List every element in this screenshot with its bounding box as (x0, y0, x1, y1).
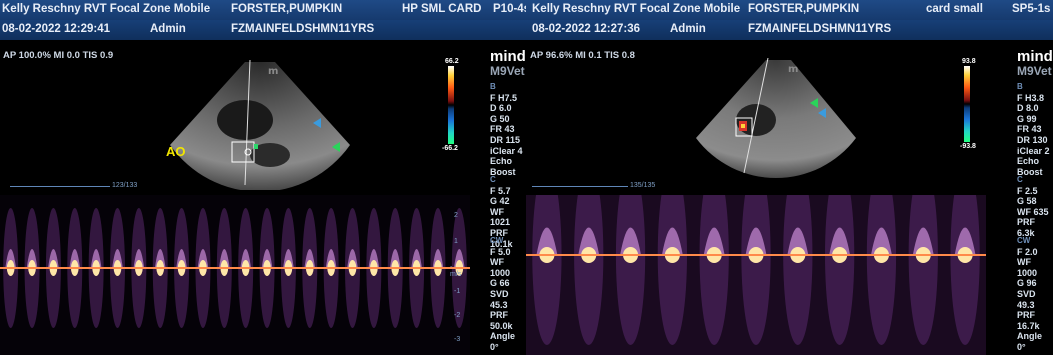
color-scale-bar (964, 66, 970, 142)
gate-counter: 123/133 (112, 182, 138, 189)
b-mode-settings: B F H3.8 D 8.0 G 99 FR 43 DR 130 iClear 2 E… (1017, 82, 1050, 177)
brand-logo: mindray (490, 48, 526, 65)
preset-label: HP SML CARD (402, 3, 482, 15)
gate-counter: 135/135 (630, 182, 656, 189)
color-settings: C F 5.7 G 42 WF 1021 PRF 10.1k (490, 175, 513, 249)
focus-marker-icon (810, 98, 818, 108)
study-id: FZMAINFELDSHMN11YRS (748, 23, 892, 35)
cw-settings: CW F 5.0 WF 1000 G 66 SVD 45.3 PRF 50.0k An… (490, 236, 516, 352)
color-scale-max: 66.2 (445, 58, 459, 65)
right-header-line1: Kelly Reschny RVT Focal Zone Mobile FORS… (526, 0, 1053, 20)
study-id: FZMAINFELDSHMN11YRS (231, 23, 375, 35)
acoustic-output: AP 100.0% MI 0.0 TIS 0.9 (3, 50, 114, 61)
timeline-bar (10, 186, 110, 187)
brand-logo: mindray (1017, 48, 1053, 65)
b-mode-sector-image: m (696, 58, 856, 178)
user-label: Admin (150, 23, 186, 35)
color-scale-max: 93.8 (962, 58, 976, 65)
svg-text:m: m (788, 64, 798, 75)
left-ultrasound-panel: Kelly Reschny RVT Focal Zone Mobile FORS… (0, 0, 526, 355)
b-mode-settings: B F H7.5 D 6.0 G 50 FR 43 DR 115 iClear 4 E… (490, 82, 523, 177)
operator-label: Kelly Reschny RVT Focal Zone Mobile (532, 3, 741, 15)
right-ultrasound-panel: Kelly Reschny RVT Focal Zone Mobile FORS… (526, 0, 1053, 355)
color-scale-min: -93.8 (960, 143, 976, 150)
exam-datetime: 08-02-2022 12:29:41 (2, 23, 111, 35)
svg-text:m: m (268, 66, 278, 77)
patient-name: FORSTER,PUMPKIN (231, 3, 343, 15)
left-header-line1: Kelly Reschny RVT Focal Zone Mobile FORS… (0, 0, 526, 20)
focus-marker-icon (313, 118, 321, 128)
cw-settings: CW F 2.0 WF 1000 G 96 SVD 49.3 PRF 16.7k An… (1017, 236, 1043, 352)
cw-doppler-spectrum (526, 195, 986, 355)
right-header-line2: 08-02-2022 12:27:36 Admin FZMAINFELDSHMN… (526, 20, 1053, 40)
color-scale-min: -66.2 (442, 145, 458, 152)
color-settings: C F 2.5 G 58 WF 635 PRF 6.3k (1017, 175, 1049, 238)
left-header-line2: 08-02-2022 12:29:41 Admin FZMAINFELDSHMN… (0, 20, 526, 40)
depth-marker-icon (332, 142, 340, 152)
preset-label: card small (926, 3, 983, 15)
probe-label: P10-4s (493, 3, 526, 15)
color-scale-bar (448, 66, 454, 144)
depth-marker-icon (818, 108, 826, 118)
model-label: M9Vet (1017, 64, 1052, 78)
exam-datetime: 08-02-2022 12:27:36 (532, 23, 641, 35)
user-label: Admin (670, 23, 706, 35)
cw-doppler-spectrum (0, 195, 470, 355)
timeline-bar (532, 186, 628, 187)
operator-label: Kelly Reschny RVT Focal Zone Mobile (2, 3, 211, 15)
model-label: M9Vet (490, 64, 525, 78)
patient-name: FORSTER,PUMPKIN (748, 3, 860, 15)
b-mode-sector-image: m (170, 60, 350, 190)
aorta-region-label: AO (166, 144, 186, 159)
probe-label: SP5-1s (1012, 3, 1051, 15)
acoustic-output: AP 96.6% MI 0.1 TIS 0.8 (530, 50, 635, 61)
